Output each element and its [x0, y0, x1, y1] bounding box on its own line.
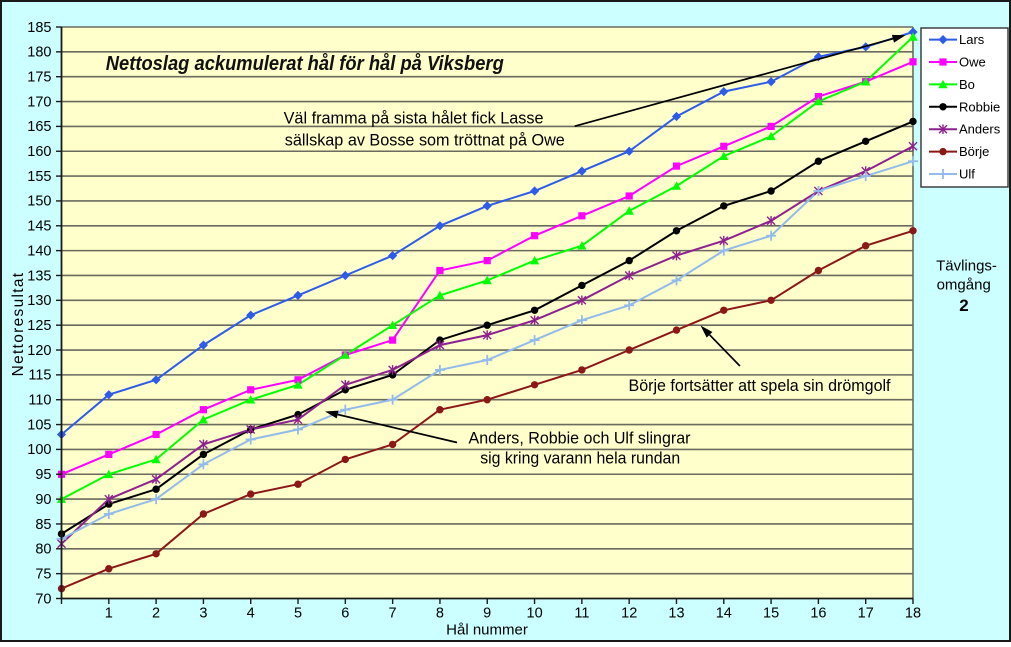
svg-text:80: 80 — [35, 542, 51, 558]
svg-text:9: 9 — [483, 606, 491, 622]
svg-text:1: 1 — [105, 606, 113, 622]
svg-text:180: 180 — [27, 45, 51, 61]
svg-text:Tävlings-: Tävlings- — [936, 258, 997, 275]
svg-text:Anders, Robbie och Ulf slingra: Anders, Robbie och Ulf slingrar — [469, 429, 691, 447]
svg-text:85: 85 — [35, 517, 51, 533]
svg-text:110: 110 — [28, 393, 51, 409]
svg-text:140: 140 — [27, 243, 51, 259]
svg-text:Börje: Börje — [959, 144, 989, 159]
svg-text:15: 15 — [763, 606, 779, 622]
svg-text:75: 75 — [35, 567, 51, 583]
svg-text:105: 105 — [27, 417, 51, 433]
svg-text:135: 135 — [27, 268, 51, 284]
svg-text:Nettoslag ackumulerat hål för: Nettoslag ackumulerat hål för hål på Vik… — [106, 52, 504, 75]
svg-text:100: 100 — [27, 442, 51, 458]
svg-text:16: 16 — [810, 606, 826, 622]
svg-text:150: 150 — [27, 194, 51, 210]
svg-text:Anders: Anders — [959, 122, 1001, 137]
svg-text:Ulf: Ulf — [959, 167, 975, 182]
svg-text:165: 165 — [27, 119, 51, 135]
svg-text:Väl framma på sista hålet fick: Väl framma på sista hålet fick Lasse — [284, 109, 544, 127]
svg-text:5: 5 — [294, 606, 302, 622]
svg-text:Lars: Lars — [959, 32, 985, 47]
svg-text:7: 7 — [389, 606, 397, 622]
svg-text:3: 3 — [199, 606, 207, 622]
svg-text:17: 17 — [858, 606, 874, 622]
svg-text:130: 130 — [27, 293, 51, 309]
svg-text:sällskap av Bosse som tröttna: sällskap av Bosse som tröttnat på Owe — [285, 132, 565, 150]
svg-text:10: 10 — [527, 606, 543, 622]
svg-text:95: 95 — [35, 467, 51, 483]
svg-text:Owe: Owe — [959, 55, 986, 70]
svg-text:12: 12 — [621, 606, 637, 622]
svg-text:14: 14 — [716, 606, 732, 622]
svg-text:13: 13 — [668, 606, 684, 622]
svg-text:170: 170 — [27, 94, 51, 110]
svg-text:6: 6 — [341, 606, 349, 622]
svg-text:Robbie: Robbie — [959, 99, 1000, 114]
svg-text:2: 2 — [152, 606, 160, 622]
svg-text:2: 2 — [959, 296, 968, 315]
svg-text:4: 4 — [247, 606, 255, 622]
svg-text:omgång: omgång — [937, 277, 991, 294]
svg-text:8: 8 — [436, 606, 444, 622]
svg-text:Bo: Bo — [959, 77, 975, 92]
svg-text:185: 185 — [27, 20, 51, 36]
svg-text:Börje fortsätter att spela sin: Börje fortsätter att spela sin drömgolf — [629, 377, 891, 395]
svg-text:160: 160 — [27, 144, 51, 160]
svg-text:175: 175 — [27, 70, 51, 86]
svg-text:115: 115 — [28, 368, 51, 384]
svg-text:120: 120 — [27, 343, 51, 359]
svg-text:70: 70 — [35, 591, 51, 607]
svg-text:Nettoresultat: Nettoresultat — [10, 272, 27, 377]
svg-text:sig kring varann hela rundan: sig kring varann hela rundan — [480, 449, 680, 467]
svg-text:Hål nummer: Hål nummer — [446, 622, 528, 639]
svg-text:11: 11 — [574, 606, 589, 622]
svg-text:155: 155 — [27, 169, 51, 185]
svg-text:145: 145 — [27, 219, 51, 235]
svg-text:125: 125 — [27, 318, 51, 334]
svg-text:90: 90 — [35, 492, 51, 508]
svg-text:18: 18 — [905, 606, 921, 622]
